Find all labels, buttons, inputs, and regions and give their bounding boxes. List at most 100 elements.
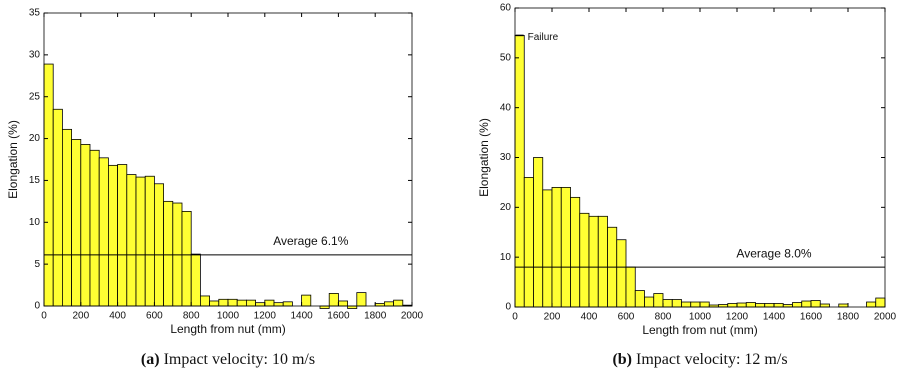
bar bbox=[866, 301, 877, 308]
x-tick-label: 600 bbox=[146, 311, 163, 322]
bar bbox=[117, 164, 128, 307]
bar bbox=[736, 302, 747, 308]
bar bbox=[135, 176, 146, 307]
bar bbox=[199, 295, 210, 307]
y-tick-label: 10 bbox=[29, 217, 41, 228]
bar bbox=[282, 301, 293, 307]
bar bbox=[71, 139, 82, 307]
x-tick-label: 1600 bbox=[327, 311, 350, 322]
bar bbox=[89, 149, 100, 307]
bar bbox=[681, 301, 692, 308]
bar bbox=[671, 299, 682, 308]
bar bbox=[792, 302, 803, 308]
caption-tag: (a) bbox=[141, 351, 160, 368]
bar bbox=[62, 128, 73, 307]
bar bbox=[273, 302, 284, 307]
x-tick-label: 2000 bbox=[874, 312, 897, 323]
bar bbox=[875, 297, 886, 308]
bar bbox=[523, 177, 534, 308]
annotation: Failure bbox=[528, 32, 559, 43]
bar bbox=[337, 300, 348, 307]
x-tick-label: 1600 bbox=[800, 312, 823, 323]
bar bbox=[144, 175, 155, 307]
bar bbox=[810, 300, 821, 308]
bar bbox=[52, 108, 63, 307]
bar bbox=[755, 303, 766, 308]
x-tick-label: 600 bbox=[618, 312, 635, 323]
bar bbox=[745, 302, 756, 308]
y-tick-label: 40 bbox=[500, 102, 512, 113]
x-tick-label: 2000 bbox=[401, 311, 424, 322]
bar bbox=[227, 298, 238, 307]
bar bbox=[236, 299, 247, 307]
bar bbox=[126, 174, 137, 307]
y-tick-label: 60 bbox=[500, 3, 512, 14]
bar bbox=[43, 63, 54, 307]
y-tick-label: 20 bbox=[29, 133, 41, 144]
caption-text: Impact velocity: 12 m/s bbox=[636, 351, 788, 368]
bar bbox=[245, 299, 256, 307]
y-tick-label: 0 bbox=[34, 301, 40, 312]
x-tick-label: 1000 bbox=[217, 311, 240, 322]
bar bbox=[653, 293, 664, 308]
x-tick-label: 200 bbox=[72, 311, 89, 322]
x-tick-label: 1000 bbox=[689, 312, 712, 323]
x-tick-label: 1200 bbox=[726, 312, 749, 323]
y-axis-label: Elongation (%) bbox=[6, 120, 20, 199]
caption: (a) Impact velocity: 10 m/s bbox=[141, 351, 315, 368]
x-tick-label: 1400 bbox=[290, 311, 313, 322]
bar bbox=[264, 299, 275, 307]
bar bbox=[209, 300, 220, 307]
y-tick-label: 30 bbox=[500, 152, 512, 163]
bar bbox=[644, 296, 655, 308]
bar bbox=[383, 301, 394, 307]
y-tick-label: 30 bbox=[29, 49, 41, 60]
x-tick-label: 400 bbox=[581, 312, 598, 323]
y-tick-label: 15 bbox=[29, 175, 41, 186]
bar bbox=[328, 293, 339, 307]
bar bbox=[616, 239, 627, 308]
bar bbox=[597, 215, 608, 308]
bar bbox=[255, 302, 266, 307]
average-label: Average 8.0% bbox=[736, 246, 811, 260]
y-tick-label: 25 bbox=[29, 91, 41, 102]
bar bbox=[551, 186, 562, 308]
bar bbox=[819, 303, 830, 308]
bar bbox=[108, 164, 119, 307]
x-tick-label: 400 bbox=[109, 311, 126, 322]
bar bbox=[301, 294, 312, 307]
x-tick-label: 0 bbox=[512, 312, 518, 323]
x-tick-label: 800 bbox=[183, 311, 200, 322]
y-tick-label: 0 bbox=[505, 302, 511, 313]
bar bbox=[542, 189, 553, 308]
y-tick-label: 35 bbox=[29, 8, 41, 19]
bar bbox=[838, 303, 849, 308]
bar bbox=[588, 215, 599, 308]
y-tick-label: 20 bbox=[500, 202, 512, 213]
bar bbox=[773, 303, 784, 308]
bar bbox=[579, 212, 590, 308]
bar bbox=[560, 186, 571, 308]
y-tick-label: 5 bbox=[34, 259, 40, 270]
bar bbox=[625, 266, 636, 308]
bar bbox=[699, 301, 710, 308]
bar bbox=[727, 303, 738, 308]
bar bbox=[80, 144, 91, 307]
bar bbox=[690, 301, 701, 308]
x-tick-label: 0 bbox=[41, 311, 47, 322]
x-tick-label: 800 bbox=[655, 312, 672, 323]
bar bbox=[98, 157, 109, 307]
average-label: Average 6.1% bbox=[273, 234, 348, 248]
x-tick-label: 200 bbox=[544, 312, 561, 323]
caption-tag: (b) bbox=[612, 351, 632, 368]
x-tick-label: 1200 bbox=[254, 311, 277, 322]
bar bbox=[570, 196, 581, 308]
bar bbox=[764, 303, 775, 308]
y-tick-label: 50 bbox=[500, 52, 512, 63]
x-tick-label: 1800 bbox=[364, 311, 387, 322]
y-axis-label: Elongation (%) bbox=[477, 118, 491, 197]
bar bbox=[218, 298, 229, 307]
x-axis-label: Length from nut (mm) bbox=[170, 322, 285, 336]
x-axis-label: Length from nut (mm) bbox=[642, 323, 757, 337]
x-tick-label: 1800 bbox=[837, 312, 860, 323]
